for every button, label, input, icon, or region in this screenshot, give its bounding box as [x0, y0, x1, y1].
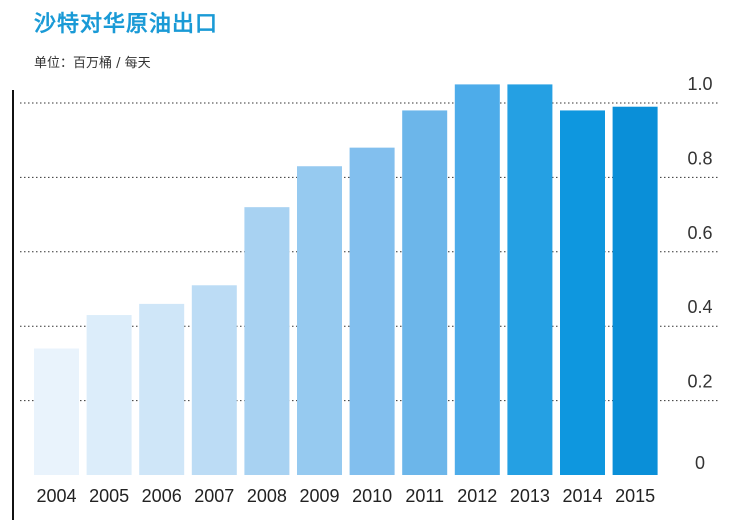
bar-2009	[297, 166, 342, 476]
bar-2008	[244, 207, 290, 475]
x-tick-label: 2007	[194, 486, 234, 506]
bar-2011	[402, 110, 448, 475]
bar-2012	[454, 84, 500, 476]
unit-label: 单位：百万桶 / 每天	[34, 56, 151, 71]
x-tick-label: 2011	[405, 486, 444, 506]
bar-2015	[612, 106, 658, 475]
y-tick-label: 0	[695, 453, 705, 473]
x-tick-label: 2015	[615, 486, 655, 506]
bar-2004	[34, 348, 79, 475]
x-tick-label: 2008	[247, 486, 287, 506]
chart-title: 沙特对华原油出口	[34, 12, 219, 37]
y-tick-label: 0.4	[687, 297, 712, 317]
x-tick-label: 2013	[510, 486, 550, 506]
bar-2010	[349, 147, 395, 475]
x-tick-labels: 2004 2005 2006 2007 2008 2009 2010 2011 2012 2013…	[36, 486, 655, 506]
y-tick-label: 0.2	[687, 372, 712, 392]
bar-2014	[560, 110, 605, 475]
bar-2005	[86, 315, 132, 475]
y-tick-labels: 0 0.2 0.4 0.6 0.8 1.0	[687, 74, 712, 473]
x-tick-label: 2010	[352, 486, 392, 506]
x-tick-label: 2005	[89, 486, 129, 506]
left-axis-rule	[12, 90, 14, 520]
x-tick-label: 2006	[142, 486, 182, 506]
bar-2007	[191, 285, 237, 475]
bar-2006	[139, 303, 185, 475]
x-tick-label: 2014	[562, 486, 602, 506]
y-tick-label: 0.6	[687, 223, 712, 243]
x-tick-label: 2004	[36, 486, 76, 506]
bars	[34, 84, 658, 476]
y-tick-label: 0.8	[687, 148, 712, 168]
bar-2013	[507, 84, 553, 476]
x-tick-label: 2012	[457, 486, 497, 506]
y-tick-label: 1.0	[687, 74, 712, 94]
x-tick-label: 2009	[299, 486, 339, 506]
